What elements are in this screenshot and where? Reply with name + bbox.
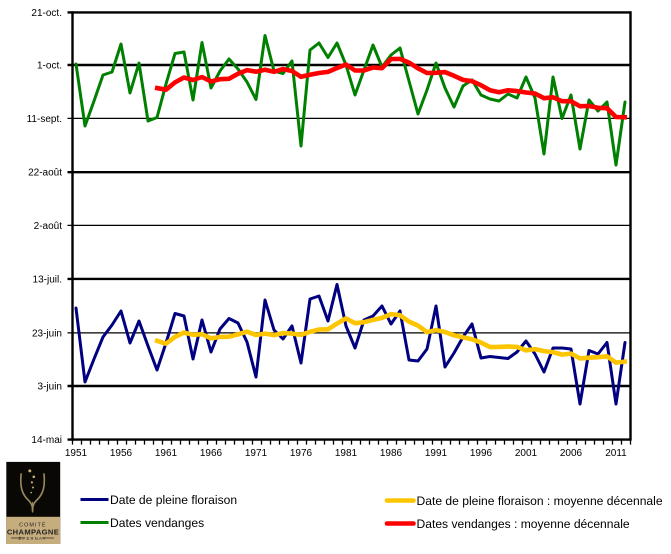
svg-text:3-juin: 3-juin: [38, 382, 62, 393]
svg-text:13-juil.: 13-juil.: [33, 274, 62, 285]
svg-text:CHAMPAGNE: CHAMPAGNE: [7, 528, 59, 537]
svg-text:14-mai: 14-mai: [31, 435, 62, 446]
svg-text:1951: 1951: [65, 448, 88, 459]
svg-text:1-oct.: 1-oct.: [37, 61, 62, 72]
svg-text:Date de pleine floraison : moy: Date de pleine floraison : moyenne décen…: [417, 494, 663, 508]
svg-text:2006: 2006: [560, 448, 583, 459]
svg-text:1991: 1991: [425, 448, 448, 459]
svg-text:1966: 1966: [200, 448, 223, 459]
svg-text:22-août: 22-août: [28, 168, 62, 179]
svg-text:1971: 1971: [245, 448, 268, 459]
svg-text:11-sept.: 11-sept.: [27, 114, 62, 125]
svg-text:21-oct.: 21-oct.: [31, 8, 62, 19]
svg-text:1981: 1981: [335, 448, 358, 459]
svg-text:1961: 1961: [155, 448, 178, 459]
svg-text:COMITÉ: COMITÉ: [19, 521, 46, 528]
svg-text:1996: 1996: [470, 448, 493, 459]
svg-text:Dates vendanges : moyenne déce: Dates vendanges : moyenne décennale: [417, 517, 630, 531]
svg-text:1956: 1956: [110, 448, 133, 459]
svg-text:1976: 1976: [290, 448, 313, 459]
svg-text:2011: 2011: [605, 448, 627, 459]
svg-text:2001: 2001: [515, 448, 538, 459]
svg-text:Date de pleine floraison: Date de pleine floraison: [110, 493, 237, 507]
svg-text:ÉPERNAY: ÉPERNAY: [19, 536, 47, 541]
svg-text:1986: 1986: [380, 448, 403, 459]
svg-text:Dates vendanges: Dates vendanges: [110, 516, 204, 530]
svg-text:2-août: 2-août: [34, 221, 63, 232]
svg-text:23-juin: 23-juin: [32, 328, 62, 339]
